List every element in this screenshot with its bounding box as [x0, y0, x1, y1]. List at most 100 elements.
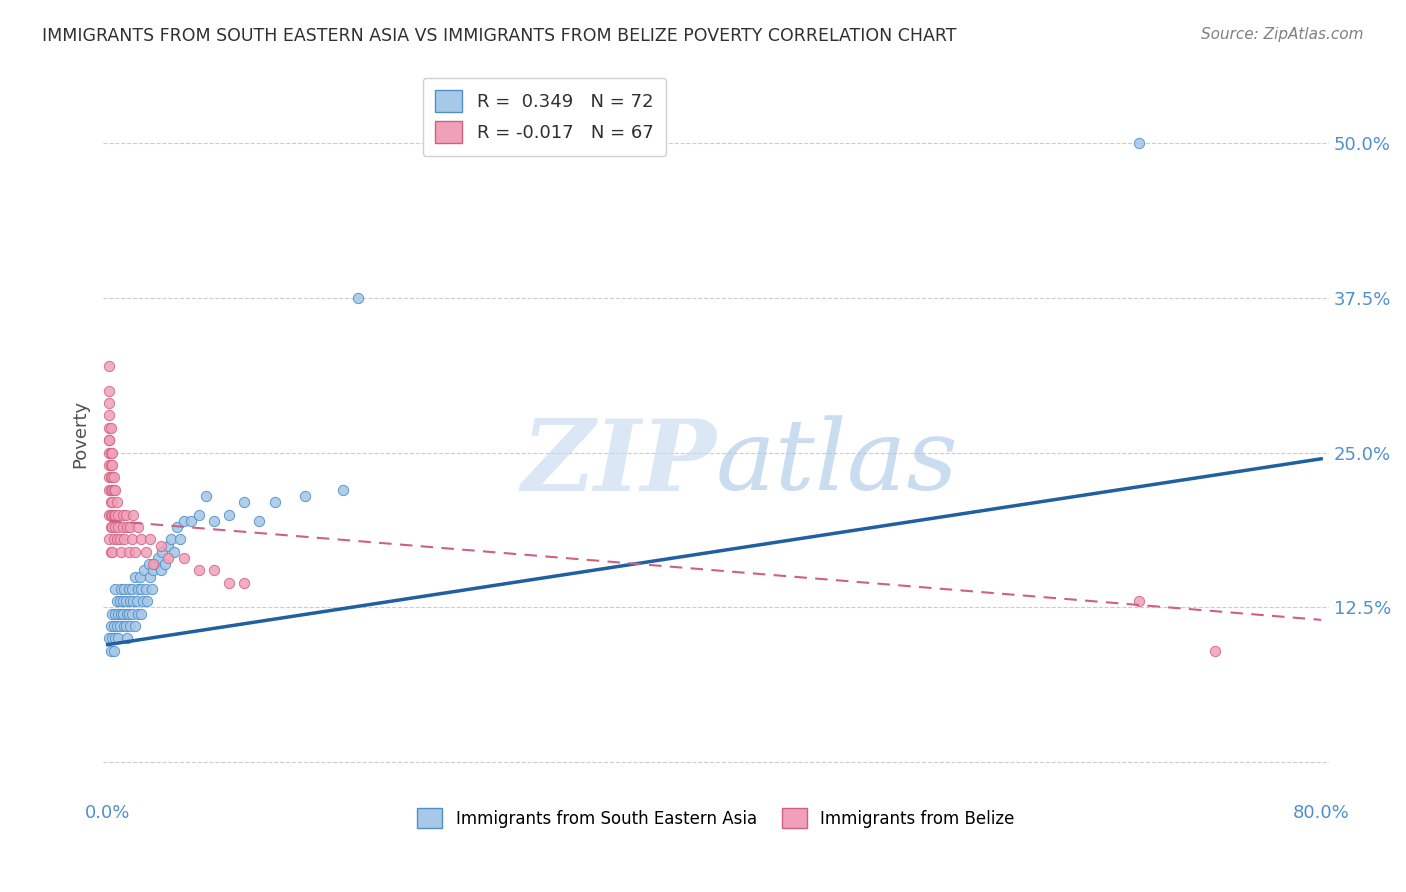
Point	[146, 550, 169, 565]
Point	[173, 514, 195, 528]
Point	[218, 508, 240, 522]
Point	[98, 470, 121, 484]
Point	[100, 644, 122, 658]
Point	[110, 545, 132, 559]
Point	[117, 607, 139, 621]
Point	[139, 569, 162, 583]
Point	[103, 470, 125, 484]
Point	[98, 458, 121, 472]
Point	[118, 607, 141, 621]
Point	[105, 495, 128, 509]
Y-axis label: Poverty: Poverty	[72, 400, 89, 468]
Point	[180, 514, 202, 528]
Point	[100, 421, 122, 435]
Point	[122, 508, 145, 522]
Point	[105, 533, 128, 547]
Point	[118, 545, 141, 559]
Text: atlas: atlas	[716, 416, 959, 511]
Point	[332, 483, 354, 497]
Point	[127, 520, 149, 534]
Point	[101, 458, 124, 472]
Point	[104, 483, 127, 497]
Point	[131, 594, 153, 608]
Point	[1204, 644, 1226, 658]
Point	[98, 434, 121, 448]
Point	[100, 508, 122, 522]
Point	[1128, 136, 1150, 150]
Point	[117, 520, 139, 534]
Point	[98, 508, 121, 522]
Point	[173, 550, 195, 565]
Point	[115, 508, 138, 522]
Point	[98, 434, 121, 448]
Point	[118, 582, 141, 596]
Point	[135, 582, 157, 596]
Legend: Immigrants from South Eastern Asia, Immigrants from Belize: Immigrants from South Eastern Asia, Immi…	[411, 801, 1021, 835]
Point	[141, 582, 163, 596]
Point	[347, 291, 370, 305]
Point	[103, 483, 125, 497]
Point	[115, 619, 138, 633]
Point	[103, 644, 125, 658]
Text: ZIP: ZIP	[522, 415, 716, 511]
Point	[187, 563, 209, 577]
Point	[136, 594, 159, 608]
Point	[163, 545, 186, 559]
Point	[157, 550, 180, 565]
Point	[129, 582, 152, 596]
Point	[127, 582, 149, 596]
Point	[195, 489, 218, 503]
Point	[122, 594, 145, 608]
Point	[98, 384, 121, 398]
Point	[142, 557, 165, 571]
Point	[233, 575, 256, 590]
Point	[125, 594, 148, 608]
Point	[121, 582, 143, 596]
Point	[124, 545, 146, 559]
Point	[100, 458, 122, 472]
Point	[202, 514, 225, 528]
Point	[98, 421, 121, 435]
Point	[129, 533, 152, 547]
Point	[101, 495, 124, 509]
Point	[100, 619, 122, 633]
Point	[103, 533, 125, 547]
Point	[149, 539, 172, 553]
Point	[108, 594, 131, 608]
Point	[104, 508, 127, 522]
Point	[111, 508, 134, 522]
Point	[218, 575, 240, 590]
Point	[100, 545, 122, 559]
Point	[132, 563, 155, 577]
Point	[142, 563, 165, 577]
Text: IMMIGRANTS FROM SOUTH EASTERN ASIA VS IMMIGRANTS FROM BELIZE POVERTY CORRELATION: IMMIGRANTS FROM SOUTH EASTERN ASIA VS IM…	[42, 27, 956, 45]
Point	[111, 520, 134, 534]
Point	[100, 495, 122, 509]
Point	[128, 569, 150, 583]
Point	[98, 359, 121, 373]
Point	[149, 563, 172, 577]
Point	[110, 582, 132, 596]
Point	[1128, 594, 1150, 608]
Point	[202, 563, 225, 577]
Point	[138, 557, 160, 571]
Point	[121, 607, 143, 621]
Point	[112, 533, 135, 547]
Point	[112, 582, 135, 596]
Point	[111, 607, 134, 621]
Point	[187, 508, 209, 522]
Point	[127, 607, 149, 621]
Point	[160, 533, 183, 547]
Point	[117, 632, 139, 646]
Point	[108, 533, 131, 547]
Point	[112, 619, 135, 633]
Point	[129, 607, 152, 621]
Point	[233, 495, 256, 509]
Text: Source: ZipAtlas.com: Source: ZipAtlas.com	[1201, 27, 1364, 42]
Point	[294, 489, 316, 503]
Point	[100, 483, 122, 497]
Point	[98, 632, 121, 646]
Point	[104, 520, 127, 534]
Point	[101, 483, 124, 497]
Point	[105, 594, 128, 608]
